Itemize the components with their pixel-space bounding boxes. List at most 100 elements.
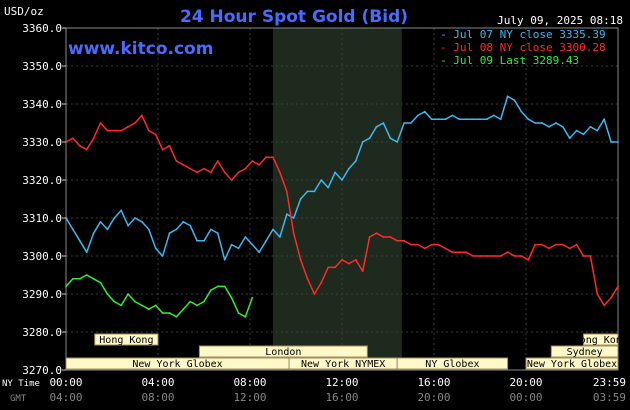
y-tick-label: 3330.0 bbox=[22, 136, 62, 149]
data-point bbox=[203, 300, 205, 303]
data-point bbox=[175, 315, 178, 318]
data-point bbox=[313, 293, 316, 295]
data-point bbox=[168, 232, 171, 235]
data-point bbox=[196, 239, 199, 242]
data-point bbox=[154, 247, 157, 250]
x-tick-label-ny: 23:59 bbox=[593, 376, 626, 389]
data-point bbox=[244, 167, 247, 170]
data-point bbox=[85, 274, 88, 276]
data-point bbox=[582, 133, 585, 136]
data-point bbox=[327, 186, 330, 189]
data-point bbox=[230, 243, 233, 246]
x-tick-label-gmt: 04:00 bbox=[49, 391, 82, 404]
data-point bbox=[99, 281, 102, 284]
plot-frame bbox=[65, 27, 619, 371]
y-tick-label: 3280.0 bbox=[22, 326, 62, 339]
data-point bbox=[182, 308, 185, 311]
x-tick-label-gmt: 00:00 bbox=[509, 391, 542, 404]
legend: - Jul 07 NY close 3335.39- Jul 08 NY clo… bbox=[440, 28, 606, 67]
ny-time-label: NY Time bbox=[2, 379, 40, 389]
data-point bbox=[492, 114, 495, 117]
data-point bbox=[575, 129, 578, 132]
data-point bbox=[210, 228, 212, 231]
data-point bbox=[617, 141, 619, 143]
data-point bbox=[513, 99, 516, 102]
data-point bbox=[299, 258, 302, 261]
data-point bbox=[410, 243, 412, 246]
data-point bbox=[492, 255, 495, 257]
data-point bbox=[65, 285, 67, 288]
data-point bbox=[430, 243, 433, 246]
session-bar bbox=[583, 333, 619, 346]
data-point bbox=[472, 118, 474, 121]
data-point bbox=[189, 224, 192, 227]
data-point bbox=[575, 243, 578, 246]
data-point bbox=[465, 251, 468, 254]
data-point bbox=[423, 247, 426, 250]
x-tick-label-ny: 16:00 bbox=[417, 376, 450, 389]
data-point bbox=[423, 110, 426, 113]
data-point bbox=[541, 122, 543, 124]
data-point bbox=[548, 125, 550, 128]
x-tick-label-ny: 08:00 bbox=[233, 376, 266, 389]
data-point bbox=[589, 125, 592, 128]
data-point bbox=[120, 209, 123, 212]
data-point bbox=[230, 296, 233, 299]
data-point bbox=[403, 122, 405, 124]
data-point bbox=[85, 251, 88, 254]
data-point bbox=[451, 251, 454, 254]
data-point bbox=[299, 198, 302, 200]
data-point bbox=[320, 179, 323, 181]
data-point bbox=[596, 129, 599, 132]
data-point bbox=[134, 122, 136, 124]
data-point bbox=[106, 228, 109, 231]
session-bar bbox=[525, 357, 619, 370]
data-point bbox=[189, 300, 192, 303]
data-point bbox=[444, 118, 447, 121]
data-point bbox=[417, 114, 419, 117]
data-point bbox=[265, 239, 267, 242]
data-point bbox=[251, 243, 254, 246]
data-point bbox=[375, 232, 378, 235]
x-tick-label-ny: 20:00 bbox=[509, 376, 542, 389]
data-point bbox=[223, 171, 226, 174]
data-point bbox=[189, 167, 192, 170]
data-point bbox=[272, 156, 274, 159]
data-point bbox=[568, 137, 571, 140]
data-point bbox=[513, 255, 516, 257]
data-point bbox=[561, 125, 564, 128]
data-point bbox=[203, 239, 205, 242]
data-point bbox=[244, 315, 247, 318]
data-point bbox=[175, 228, 178, 231]
data-point bbox=[382, 236, 385, 238]
x-axis-labels: 00:00 04:00 04:00 08:00 08:00 12:00 12:00 16:00… bbox=[2, 376, 626, 404]
data-point bbox=[92, 137, 95, 140]
data-point bbox=[548, 247, 550, 250]
data-point bbox=[451, 114, 454, 117]
data-point bbox=[306, 277, 309, 280]
data-point bbox=[168, 312, 171, 314]
data-point bbox=[458, 251, 461, 254]
data-point bbox=[120, 129, 123, 132]
session-bar bbox=[94, 333, 159, 346]
y-tick-label: 3360.0 bbox=[22, 22, 62, 35]
session-bar bbox=[396, 357, 509, 370]
session-label: New York Globex bbox=[527, 359, 617, 370]
data-point bbox=[341, 258, 343, 261]
data-point bbox=[368, 137, 371, 140]
data-point bbox=[458, 118, 461, 121]
data-point bbox=[437, 118, 440, 121]
data-point bbox=[72, 137, 74, 140]
data-point bbox=[444, 247, 447, 250]
data-point bbox=[168, 144, 171, 147]
data-point bbox=[334, 171, 336, 174]
data-point bbox=[237, 171, 240, 174]
x-tick-label-ny: 04:00 bbox=[141, 376, 174, 389]
data-point bbox=[237, 312, 240, 314]
data-point bbox=[534, 243, 537, 246]
data-point bbox=[361, 141, 364, 143]
data-point bbox=[479, 118, 481, 121]
legend-entry: - Jul 07 NY close 3335.39 bbox=[440, 28, 606, 41]
data-point bbox=[382, 122, 385, 124]
